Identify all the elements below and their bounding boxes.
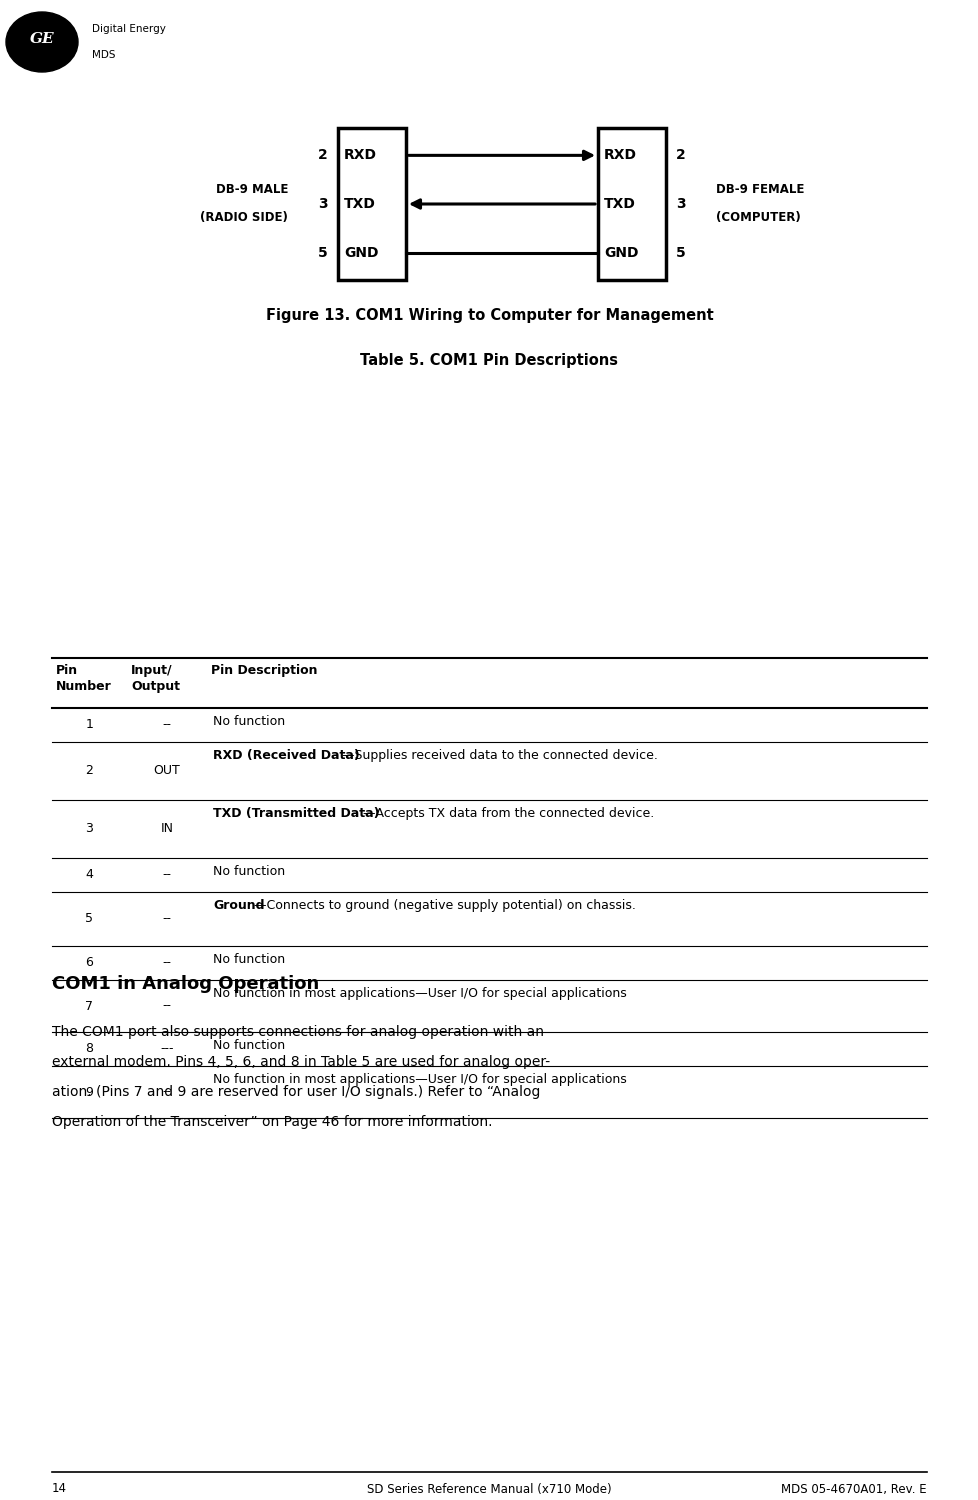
Text: --: -- [162,957,171,969]
Text: 9: 9 [85,1086,93,1098]
Text: 3: 3 [676,196,685,211]
Text: Table 5. COM1 Pin Descriptions: Table 5. COM1 Pin Descriptions [360,352,618,368]
Text: 3: 3 [85,822,93,836]
Text: TXD: TXD [343,196,376,211]
Text: COM1 in Analog Operation: COM1 in Analog Operation [52,975,319,993]
Text: 2: 2 [676,148,685,162]
Text: GE: GE [29,32,54,46]
Text: Pin Description: Pin Description [211,664,317,676]
Text: 14: 14 [52,1482,67,1496]
Text: Input/
Output: Input/ Output [131,664,180,693]
Text: (COMPUTER): (COMPUTER) [715,211,800,225]
Text: --: -- [162,912,171,926]
Text: 1: 1 [85,718,93,732]
Text: No function: No function [213,952,285,966]
Text: Pin
Number: Pin Number [56,664,111,693]
Text: OUT: OUT [154,765,180,777]
Text: No function in most applications—User I/O for special applications: No function in most applications—User I/… [213,987,626,1000]
Text: GND: GND [343,246,378,259]
Text: RXD: RXD [343,148,377,162]
Text: Operation of the Transceiver” on Page 46 for more information.: Operation of the Transceiver” on Page 46… [52,1114,492,1130]
Text: —Supplies received data to the connected device.: —Supplies received data to the connected… [342,748,657,762]
Text: 5: 5 [85,912,94,926]
Text: Digital Energy: Digital Energy [92,24,165,34]
Text: ation. (Pins 7 and 9 are reserved for user I/O signals.) Refer to “Analog: ation. (Pins 7 and 9 are reserved for us… [52,1084,540,1100]
Text: 7: 7 [85,999,94,1012]
Text: RXD (Received Data): RXD (Received Data) [213,748,359,762]
Text: No function in most applications—User I/O for special applications: No function in most applications—User I/… [213,1072,626,1086]
Bar [337,128,406,280]
Text: —Connects to ground (negative supply potential) on chassis.: —Connects to ground (negative supply pot… [253,898,635,912]
Bar [598,128,665,280]
Text: IN: IN [160,822,173,836]
Text: --: -- [162,999,171,1012]
Text: TXD (Transmitted Data): TXD (Transmitted Data) [213,807,379,820]
Text: external modem. Pins 4, 5, 6, and 8 in Table 5 are used for analog oper-: external modem. Pins 4, 5, 6, and 8 in T… [52,1054,550,1070]
Text: 8: 8 [85,1042,94,1056]
Text: 3: 3 [318,196,328,211]
Text: —Accepts TX data from the connected device.: —Accepts TX data from the connected devi… [362,807,653,820]
Text: No function: No function [213,1040,285,1052]
Text: DB-9 FEMALE: DB-9 FEMALE [715,183,804,196]
Text: Figure 13. COM1 Wiring to Computer for Management: Figure 13. COM1 Wiring to Computer for M… [265,308,713,322]
Text: The COM1 port also supports connections for analog operation with an: The COM1 port also supports connections … [52,1024,544,1039]
Text: MDS 05-4670A01, Rev. E: MDS 05-4670A01, Rev. E [780,1482,926,1496]
Text: 6: 6 [85,957,93,969]
Text: --: -- [162,718,171,732]
Text: Ground: Ground [213,898,264,912]
Text: 2: 2 [85,765,93,777]
Text: 2: 2 [318,148,328,162]
Text: MDS: MDS [92,50,115,60]
Text: 5: 5 [676,246,685,259]
Text: RXD: RXD [603,148,637,162]
Ellipse shape [6,12,78,72]
Text: TXD: TXD [603,196,636,211]
Text: No function: No function [213,865,285,877]
Text: ---: --- [160,1042,173,1056]
Text: (RADIO SIDE): (RADIO SIDE) [200,211,288,225]
Text: 5: 5 [318,246,328,259]
Text: SD Series Reference Manual (x710 Mode): SD Series Reference Manual (x710 Mode) [367,1482,611,1496]
Text: GND: GND [603,246,638,259]
Text: DB-9 MALE: DB-9 MALE [215,183,288,196]
Text: --: -- [162,868,171,882]
Text: --: -- [162,1086,171,1098]
Text: No function: No function [213,716,285,728]
Text: 4: 4 [85,868,93,882]
